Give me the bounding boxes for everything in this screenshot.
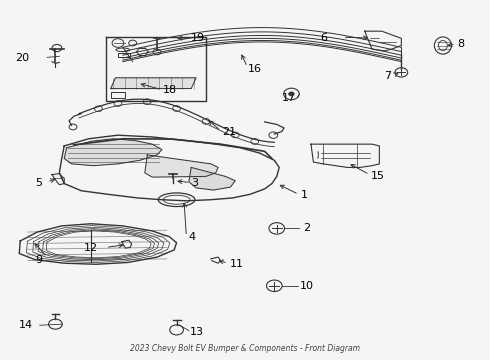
Bar (118, 53, 130, 57)
Circle shape (289, 92, 294, 96)
Text: 2023 Chevy Bolt EV Bumper & Components - Front Diagram: 2023 Chevy Bolt EV Bumper & Components -… (130, 344, 360, 353)
Text: 6: 6 (320, 33, 327, 43)
Polygon shape (111, 78, 196, 89)
Text: 8: 8 (458, 39, 465, 49)
Text: 15: 15 (371, 171, 385, 181)
Text: 12: 12 (84, 243, 98, 253)
Text: 3: 3 (191, 178, 198, 188)
Text: 14: 14 (18, 320, 32, 330)
Text: 19: 19 (191, 33, 205, 43)
Polygon shape (64, 139, 162, 166)
Text: 1: 1 (301, 190, 308, 200)
Text: 17: 17 (282, 93, 296, 103)
Text: 2: 2 (303, 224, 310, 233)
Text: 16: 16 (247, 64, 262, 74)
Text: 10: 10 (300, 281, 314, 291)
Text: 7: 7 (385, 71, 392, 81)
Text: 13: 13 (190, 327, 204, 337)
Text: 20: 20 (15, 53, 29, 63)
Polygon shape (145, 155, 218, 177)
Text: 9: 9 (35, 255, 42, 265)
Polygon shape (189, 167, 235, 190)
Text: 5: 5 (35, 178, 42, 188)
Text: 4: 4 (189, 232, 196, 242)
Text: 11: 11 (229, 259, 244, 269)
Text: 18: 18 (163, 85, 177, 95)
Bar (111, 92, 125, 98)
Text: 21: 21 (222, 127, 236, 136)
